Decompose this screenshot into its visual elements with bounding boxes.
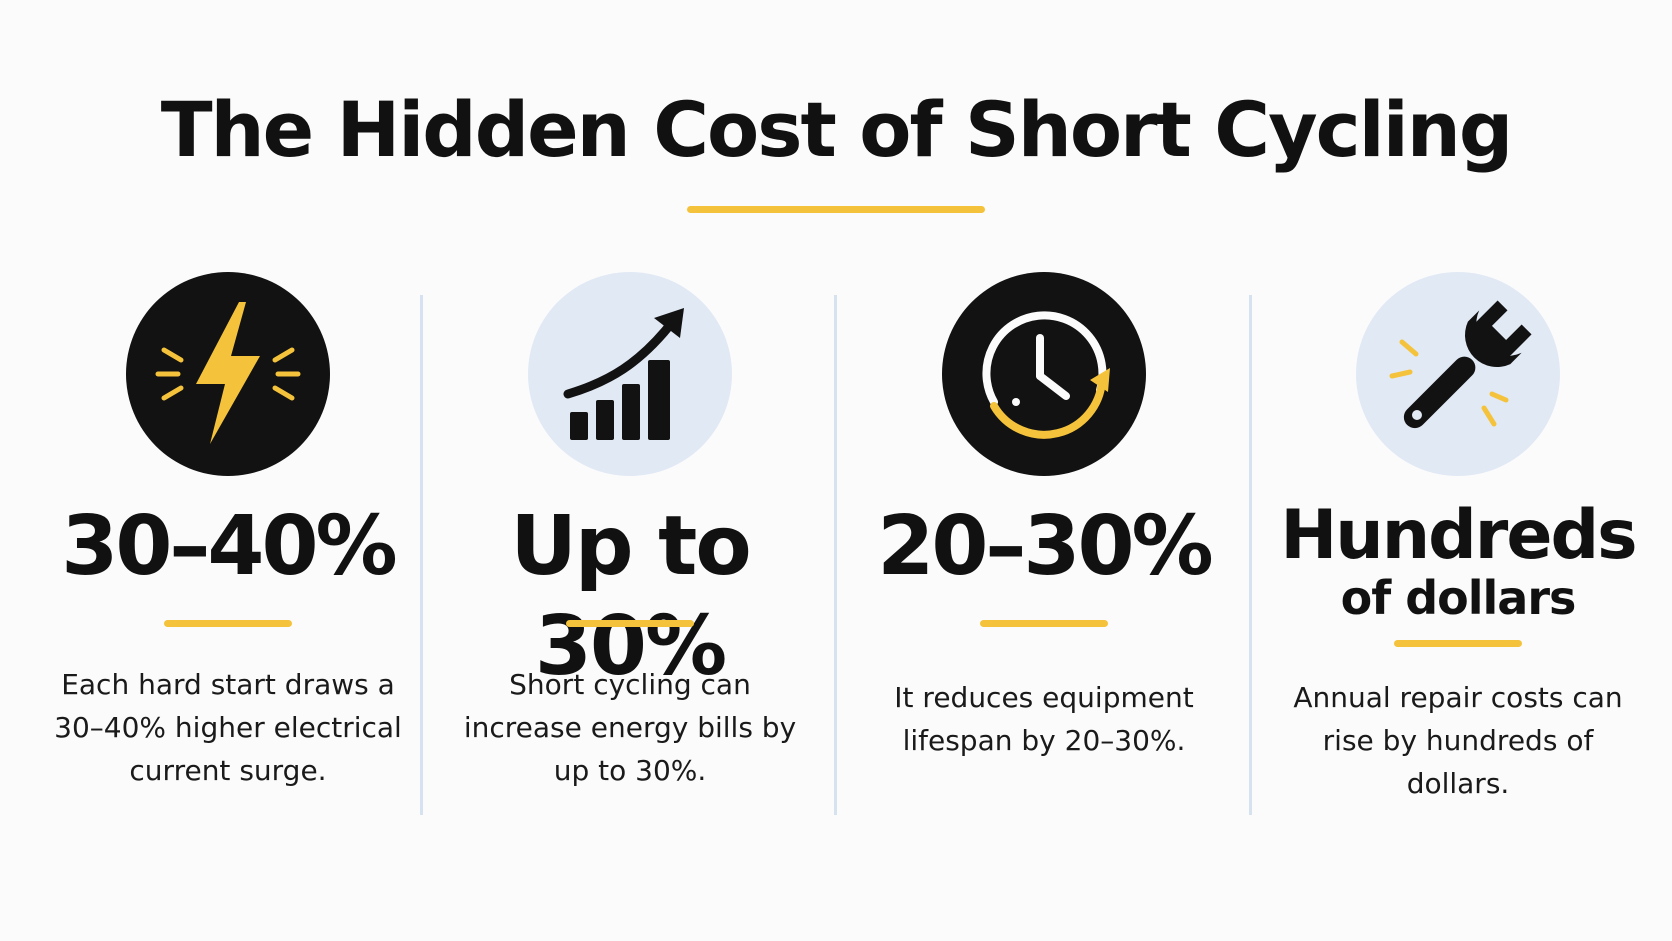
stat-value: Up to 30% <box>510 499 751 694</box>
column-divider <box>1249 295 1252 815</box>
stat-underline <box>164 620 292 627</box>
stat-card-lifespan: 20–30% It reduces equipment lifespan by … <box>844 0 1244 941</box>
stat-description: It reduces equipment lifespan by 20–30%. <box>894 681 1194 757</box>
stat-value: 30–40% <box>61 499 397 594</box>
stat-card-current-surge: 30–40% Each hard start draws a 30–40% hi… <box>28 0 428 941</box>
page-title: The Hidden Cost of Short Cycling <box>160 85 1514 174</box>
stat-underline <box>1394 640 1522 647</box>
stat-description: Short cycling can increase energy bills … <box>463 668 797 787</box>
stat-value-line2: of dollars <box>1340 571 1577 625</box>
column-divider <box>420 295 423 815</box>
stat-underline <box>980 620 1108 627</box>
column-divider <box>834 295 837 815</box>
stat-value-line1: Hundreds <box>1280 496 1637 575</box>
stat-card-energy-bills: Up to 30% Short cycling can increase ene… <box>430 0 830 941</box>
stat-value: Hundreds of dollars <box>1258 496 1658 625</box>
stat-value: 20–30% <box>877 499 1213 594</box>
clock-cycle-icon <box>942 272 1146 476</box>
stat-underline <box>566 620 694 627</box>
stat-description: Annual repair costs can rise by hundreds… <box>1293 681 1623 800</box>
stat-description: Each hard start draws a 30–40% higher el… <box>54 668 402 787</box>
lightning-bolt-icon <box>126 272 330 476</box>
stat-card-repair-costs: Hundreds of dollars Annual repair costs … <box>1258 0 1658 941</box>
rising-bar-chart-icon <box>528 272 732 476</box>
wrench-icon <box>1356 272 1560 476</box>
title-underline <box>687 206 985 213</box>
